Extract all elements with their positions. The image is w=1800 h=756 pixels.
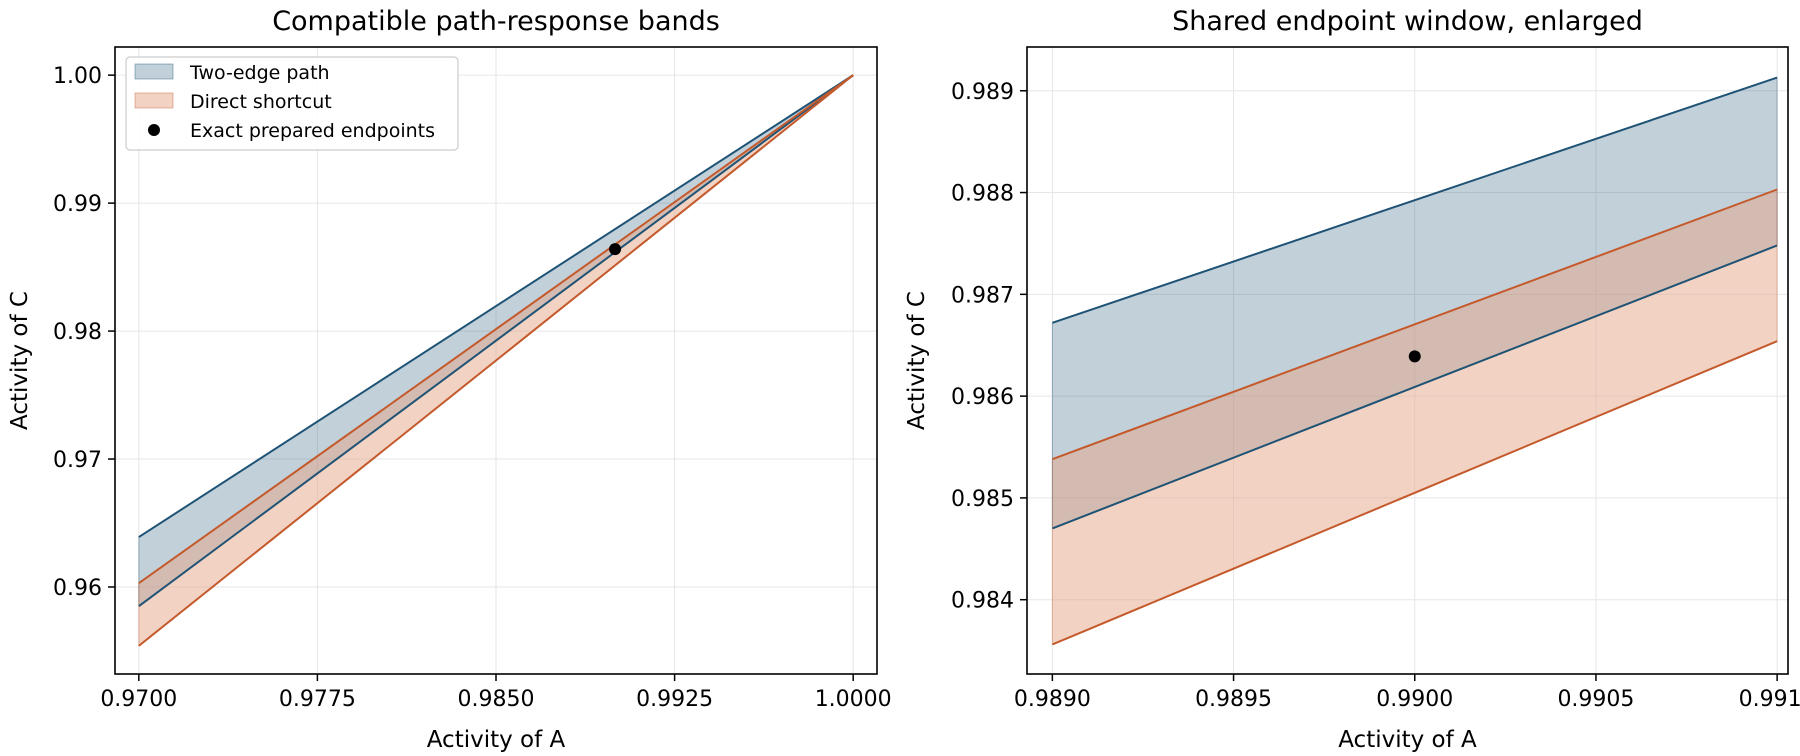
x-tick-label: 0.9850 — [458, 687, 535, 712]
y-axis-label: Activity of C — [904, 291, 930, 430]
exact-endpoint-marker — [1408, 350, 1421, 363]
direct-shortcut-upper-line — [138, 74, 854, 584]
legend-label-point: Exact prepared endpoints — [190, 120, 435, 142]
direct-shortcut-upper-line — [1052, 188, 1778, 461]
y-tick-label: 0.987 — [951, 283, 1014, 308]
y-tick-label: 0.984 — [951, 589, 1014, 614]
two-edge-upper-line — [1052, 76, 1778, 324]
legend-box — [125, 56, 459, 151]
legend-swatch-direct — [134, 92, 174, 109]
y-tick-label: 0.986 — [951, 385, 1014, 410]
y-tick-label: 0.98 — [53, 320, 102, 345]
y-tick-label: 0.97 — [53, 448, 102, 473]
x-tick-label: 0.9905 — [1557, 687, 1634, 712]
direct-shortcut-band — [1052, 189, 1778, 645]
x-tick-label: 0.9700 — [100, 687, 177, 712]
chart-title: Compatible path-response bands — [272, 6, 720, 37]
y-tick-label: 1.00 — [53, 64, 102, 89]
x-axis-label: Activity of A — [427, 727, 566, 753]
direct-shortcut-lower-line — [1051, 340, 1778, 646]
legend: Two-edge path Direct shortcut Exact prepar… — [125, 56, 459, 151]
y-tick-label: 0.99 — [53, 192, 102, 217]
x-tick-label: 0.9890 — [1014, 687, 1091, 712]
plot-frame — [1026, 46, 1789, 675]
y-tick-label: 0.989 — [951, 80, 1014, 105]
legend-label-two-edge: Two-edge path — [189, 62, 330, 84]
y-tick-label: 0.96 — [53, 576, 102, 601]
direct-shortcut-lower-line — [138, 74, 854, 647]
two-edge-lower-line — [1052, 244, 1778, 530]
x-tick-label: 0.9925 — [636, 687, 713, 712]
two-edge-upper-line — [138, 74, 854, 538]
chart-title: Shared endpoint window, enlarged — [1172, 6, 1643, 37]
y-tick-label: 0.988 — [951, 182, 1014, 207]
legend-marker-point — [148, 124, 160, 136]
x-tick-label: 0.9895 — [1195, 687, 1272, 712]
exact-endpoint-marker — [609, 243, 622, 256]
legend-label-direct: Direct shortcut — [190, 91, 332, 113]
x-tick-label: 0.9775 — [279, 687, 356, 712]
chart-panel-1: 0.9700 0.9775 0.9850 0.9925 1.0000 0.96 0.97 0.… — [7, 6, 892, 753]
legend-swatch-two-edge — [134, 63, 174, 80]
x-axis-label: Activity of A — [1338, 727, 1477, 753]
two-edge-lower-line — [138, 74, 854, 607]
y-tick-label: 0.985 — [951, 487, 1014, 512]
x-tick-label: 1.0000 — [815, 687, 892, 712]
x-tick-label: 0.9900 — [1376, 687, 1453, 712]
y-axis-label: Activity of C — [7, 291, 33, 430]
